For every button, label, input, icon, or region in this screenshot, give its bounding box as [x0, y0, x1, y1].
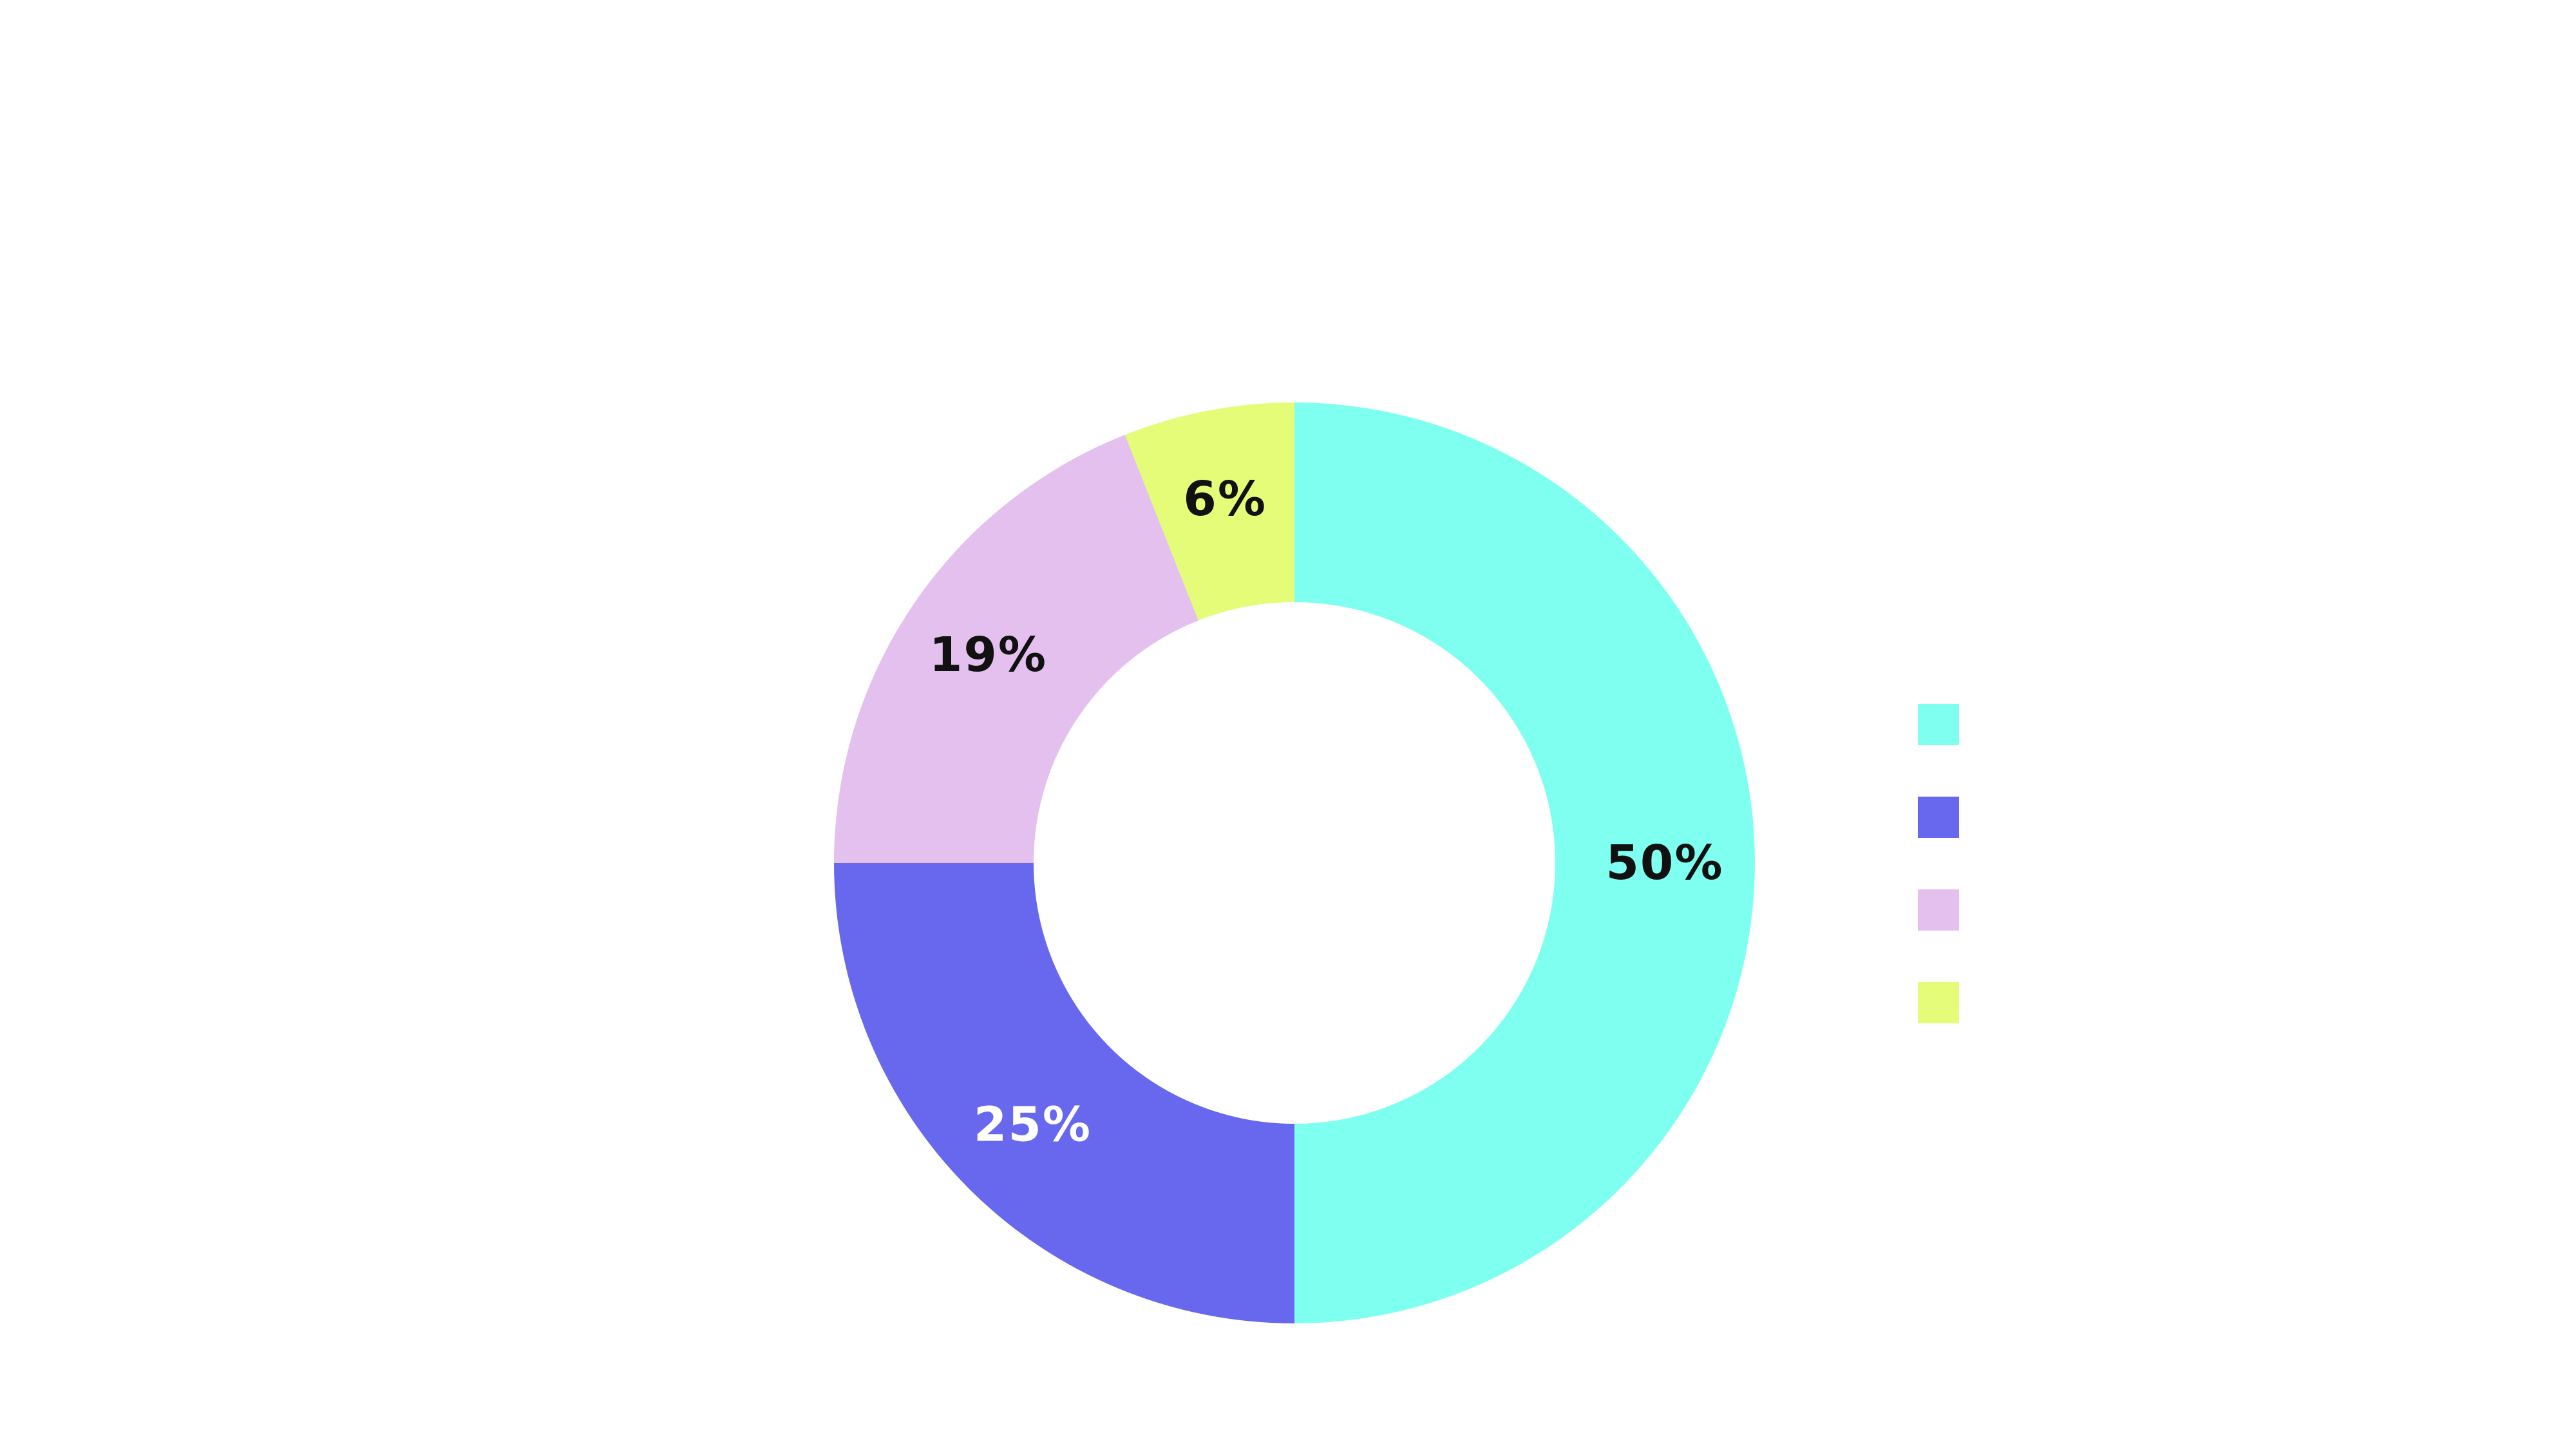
slice-label-2: 25%: [974, 1097, 1092, 1153]
donut-slice-2: [834, 863, 1294, 1323]
donut-slices: [834, 402, 1755, 1323]
donut-labels: 50% 25% 19% 6%: [929, 471, 1723, 1153]
legend-swatch-1: [1918, 704, 1959, 745]
legend: [1918, 704, 1959, 1023]
legend-swatch-4: [1918, 982, 1959, 1023]
donut-slice-1: [1294, 402, 1755, 1323]
donut-slice-4: [1124, 402, 1294, 621]
slice-label-1: 50%: [1605, 835, 1723, 891]
slice-label-4: 6%: [1183, 471, 1267, 527]
legend-swatch-3: [1918, 889, 1959, 931]
legend-swatch-2: [1918, 797, 1959, 838]
slice-label-3: 19%: [929, 627, 1047, 683]
donut-slice-3: [834, 435, 1198, 863]
